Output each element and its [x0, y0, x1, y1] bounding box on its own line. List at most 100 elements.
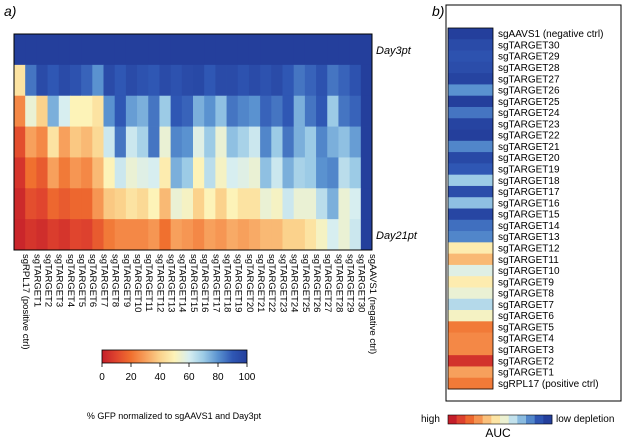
- heatmap-a-cell: [25, 219, 37, 251]
- heatmap-a-cell: [47, 34, 60, 66]
- heatmap-a-cell: [304, 157, 317, 189]
- heatmap-a-cell: [36, 34, 48, 66]
- heatmap-a-cell: [248, 95, 261, 127]
- heatmap-a-cell: [181, 219, 194, 251]
- heatmap-a-cell: [215, 219, 227, 251]
- heatmap-a-cell: [193, 95, 205, 127]
- heatmap-a-cell: [226, 219, 239, 251]
- heatmap-a-cell: [114, 188, 127, 220]
- heatmap-b-cell: [448, 343, 493, 356]
- heatmap-a-cell: [237, 34, 250, 66]
- heatmap-a-cell: [14, 34, 26, 66]
- heatmap-b-row-label: sgTARGET28: [498, 63, 560, 74]
- heatmap-a-cell: [304, 64, 317, 97]
- heatmap-a-cell: [137, 64, 149, 97]
- heatmap-b-cell: [448, 298, 493, 311]
- colorbar-tick-label: 40: [154, 372, 166, 383]
- heatmap-a-cell: [349, 219, 362, 251]
- heatmap-a-cell: [92, 34, 104, 66]
- heatmap-a-cell: [92, 157, 104, 189]
- colorbar-ticks: 0 20 40 60 80 100: [99, 363, 256, 383]
- column-label: sgTARGET4: [65, 254, 76, 307]
- heatmap-a-cell: [114, 219, 127, 251]
- heatmap-a-cell: [226, 95, 239, 127]
- heatmap-a-cell: [349, 188, 362, 220]
- heatmap-a-cell: [125, 219, 138, 251]
- heatmap-a-frame: [13, 33, 373, 251]
- heatmap-a-cell: [282, 126, 295, 158]
- heatmap-a-cell: [25, 126, 37, 158]
- heatmap-a-cell: [271, 219, 283, 251]
- heatmap-a-cell: [148, 126, 160, 158]
- heatmap-a-cell: [215, 157, 227, 189]
- heatmap-a-cell: [304, 95, 317, 127]
- heatmap-b-row-label: sgTARGET8: [498, 289, 554, 300]
- heatmap-a-cell: [148, 34, 160, 66]
- heatmap-a-cell: [137, 157, 149, 189]
- heatmap-a-cell: [248, 157, 261, 189]
- heatmap-b-row-label: sgTARGET7: [498, 300, 554, 311]
- heatmap-b-row-label: sgTARGET22: [498, 131, 560, 142]
- panel-a-label: a): [4, 3, 16, 19]
- heatmap-a-cell: [159, 64, 172, 97]
- heatmap-a-cell: [282, 64, 295, 97]
- heatmap-a-cell: [181, 126, 194, 158]
- heatmap-b-cell: [448, 321, 493, 333]
- heatmap-a-cell: [14, 188, 26, 220]
- heatmap-a-cell: [304, 188, 317, 220]
- heatmap-b-row-label: sgTARGET15: [498, 210, 560, 221]
- heatmap-a-cell: [25, 95, 37, 127]
- heatmap-a-cell: [316, 219, 328, 251]
- heatmap-a-cell: [69, 34, 82, 66]
- heatmap-b-row-label: sgTARGET26: [498, 86, 560, 97]
- heatmap-b-cell: [448, 50, 493, 63]
- heatmap-b-row-label: sgTARGET18: [498, 176, 560, 187]
- heatmap-b-row-label: sgTARGET29: [498, 52, 560, 63]
- heatmap-a-cell: [316, 188, 328, 220]
- heatmap-a-cell: [338, 95, 351, 127]
- heatmap-b-cell: [448, 366, 493, 379]
- heatmap-b-row-label: sgTARGET13: [498, 232, 560, 243]
- colorbar-tick-label: 0: [99, 372, 105, 383]
- heatmap-b-cell: [448, 253, 493, 266]
- heatmap-a-cell: [58, 95, 71, 127]
- column-label: sgTARGET25: [300, 254, 311, 312]
- heatmap-a-cell: [36, 188, 48, 220]
- heatmap-a-cell: [92, 188, 104, 220]
- heatmap-b-row-label: sgTARGET10: [498, 266, 560, 277]
- legend-b-swatch: [465, 415, 475, 424]
- heatmap-a-cell: [103, 95, 116, 127]
- heatmap-a-cell: [69, 95, 82, 127]
- heatmap-b-labels: sgAAVS1 (negative ctrl)sgTARGET30sgTARGE…: [498, 29, 603, 390]
- legend-b-swatch: [456, 415, 466, 424]
- heatmap-a-cell: [170, 219, 183, 251]
- heatmap-a-cell: [170, 188, 183, 220]
- heatmap-b-cell: [448, 174, 493, 187]
- heatmap-a-cell: [260, 95, 272, 127]
- heatmap-a-cell: [215, 188, 227, 220]
- heatmap-b-cell: [448, 287, 493, 300]
- heatmap-a-cell: [114, 34, 127, 66]
- heatmap-a-cell: [69, 219, 82, 251]
- heatmap-a-cell: [58, 126, 71, 158]
- heatmap-a-cell: [349, 95, 362, 127]
- heatmap-a-cell: [137, 34, 149, 66]
- heatmap-a-cell: [58, 188, 71, 220]
- heatmap-a-cell: [103, 219, 116, 251]
- heatmap-a-cell: [248, 64, 261, 97]
- heatmap-a-cell: [226, 64, 239, 97]
- heatmap-a-cell: [293, 188, 306, 220]
- heatmap-b-cell: [448, 84, 493, 97]
- heatmap-a-cell: [159, 188, 172, 220]
- heatmap-a-cell: [25, 64, 37, 97]
- heatmap-a-cell: [103, 157, 116, 189]
- column-label: sgTARGET6: [87, 254, 98, 307]
- heatmap-a-cell: [271, 64, 283, 97]
- heatmap-a-cell: [237, 157, 250, 189]
- heatmap-a-cell: [36, 95, 48, 127]
- heatmap-a-cell: [137, 219, 149, 251]
- heatmap-a-cell: [58, 219, 71, 251]
- heatmap-a-cell: [304, 34, 317, 66]
- column-label: sgTARGET10: [132, 254, 143, 312]
- heatmap-a-cell: [47, 64, 60, 97]
